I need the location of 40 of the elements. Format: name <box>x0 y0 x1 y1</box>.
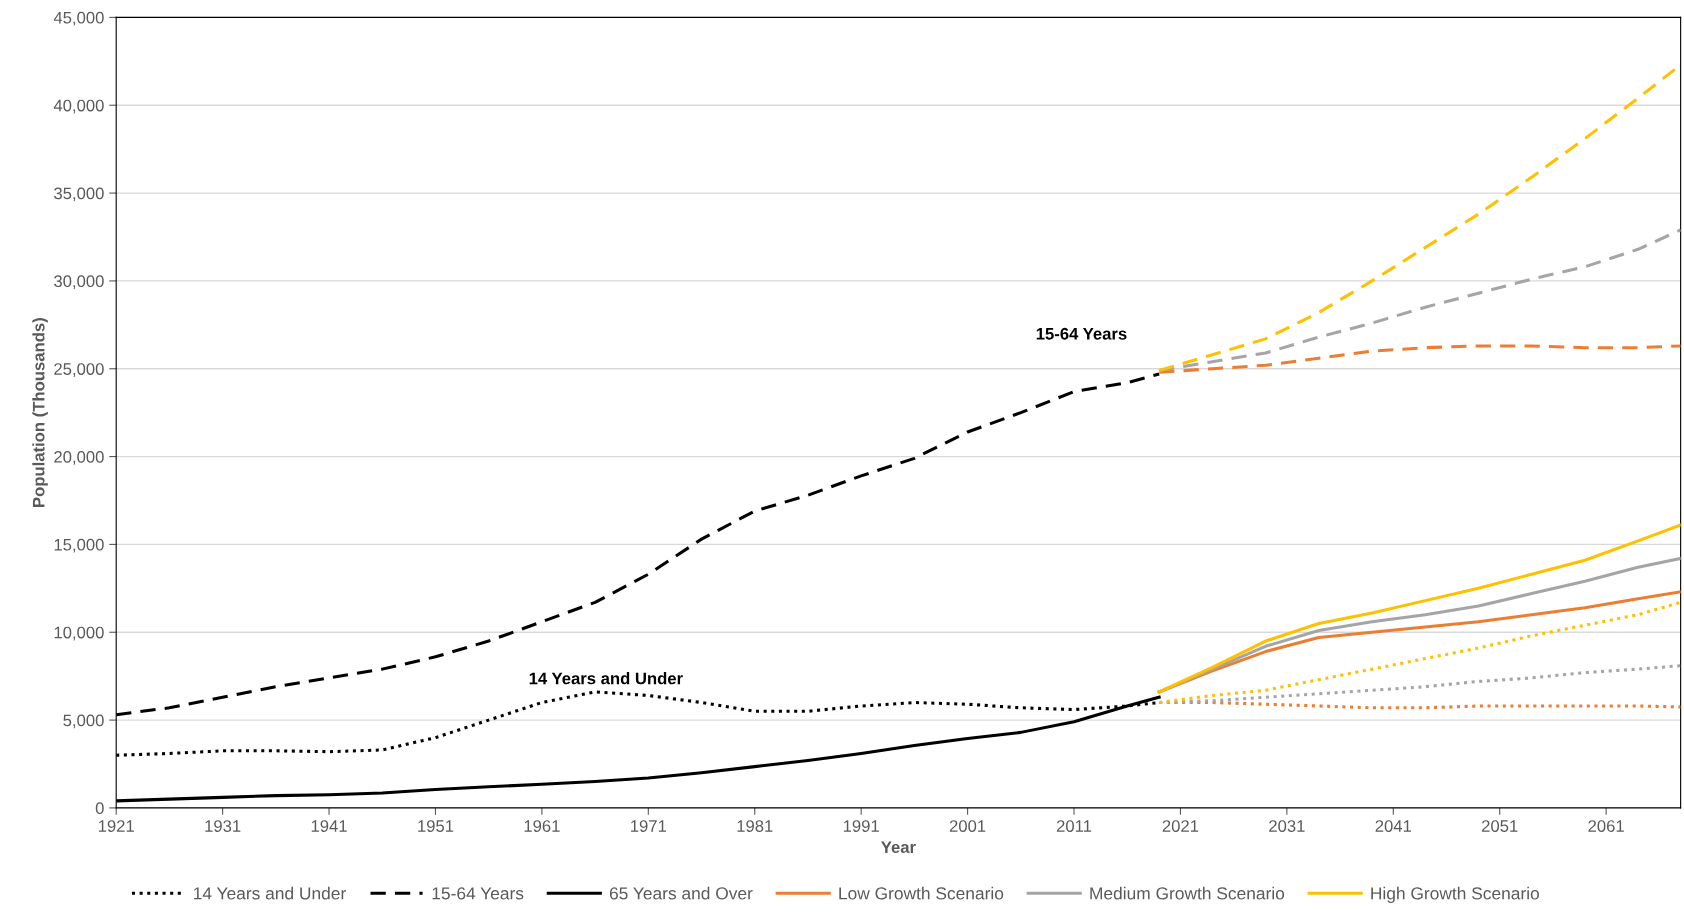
line-series <box>1157 600 1681 705</box>
x-tick-label: 1961 <box>524 820 560 832</box>
y-tick-label: 15,000 <box>54 538 104 553</box>
x-tick-label: 1981 <box>737 820 773 832</box>
y-tick-label: 20,000 <box>54 450 104 465</box>
y-axis-title: Population (Thousands) <box>32 318 48 507</box>
legend-label: Medium Growth Scenario <box>1090 886 1285 900</box>
x-tick-label: 1951 <box>418 820 454 832</box>
legend-label: 65 Years and Over <box>609 886 753 900</box>
y-tick-label: 10,000 <box>54 626 104 641</box>
x-tick-label: 2031 <box>1269 820 1305 832</box>
annotation: 14 Years and Under <box>529 672 683 685</box>
x-tick-label: 2051 <box>1482 820 1518 832</box>
x-tick-label: 2041 <box>1375 820 1412 832</box>
annotation: 15-64 Years <box>1036 327 1127 340</box>
x-tick-label: 2021 <box>1162 820 1199 832</box>
x-axis-title: Year <box>881 841 916 854</box>
x-tick-label: 1931 <box>205 820 241 832</box>
y-tick-label: 40,000 <box>53 99 104 114</box>
y-tick-label: 0 <box>95 802 104 815</box>
legend-label: Low Growth Scenario <box>839 886 1004 900</box>
y-tick-label: 25,000 <box>54 363 104 377</box>
x-tick-label: 1941 <box>311 820 347 832</box>
x-tick-label: 2001 <box>949 820 986 832</box>
legend-label: High Growth Scenario <box>1371 886 1539 903</box>
line-series <box>1157 523 1681 694</box>
y-tick-label: 30,000 <box>54 275 104 290</box>
line-series <box>116 695 1161 803</box>
x-tick-label: 2011 <box>1056 820 1092 832</box>
y-tick-label: 35,000 <box>54 187 104 202</box>
x-tick-label: 2061 <box>1588 820 1624 832</box>
y-tick-label: 45,000 <box>53 11 104 26</box>
x-tick-label: 1921 <box>98 820 134 832</box>
line-series <box>1157 344 1681 374</box>
y-tick-label: 5,000 <box>63 714 104 729</box>
legend-label: 14 Years and Under <box>194 886 346 900</box>
line-series <box>116 372 1161 717</box>
legend-label: 15-64 Years <box>432 887 524 900</box>
x-tick-label: 1971 <box>631 820 667 832</box>
x-tick-label: 1991 <box>843 820 879 832</box>
